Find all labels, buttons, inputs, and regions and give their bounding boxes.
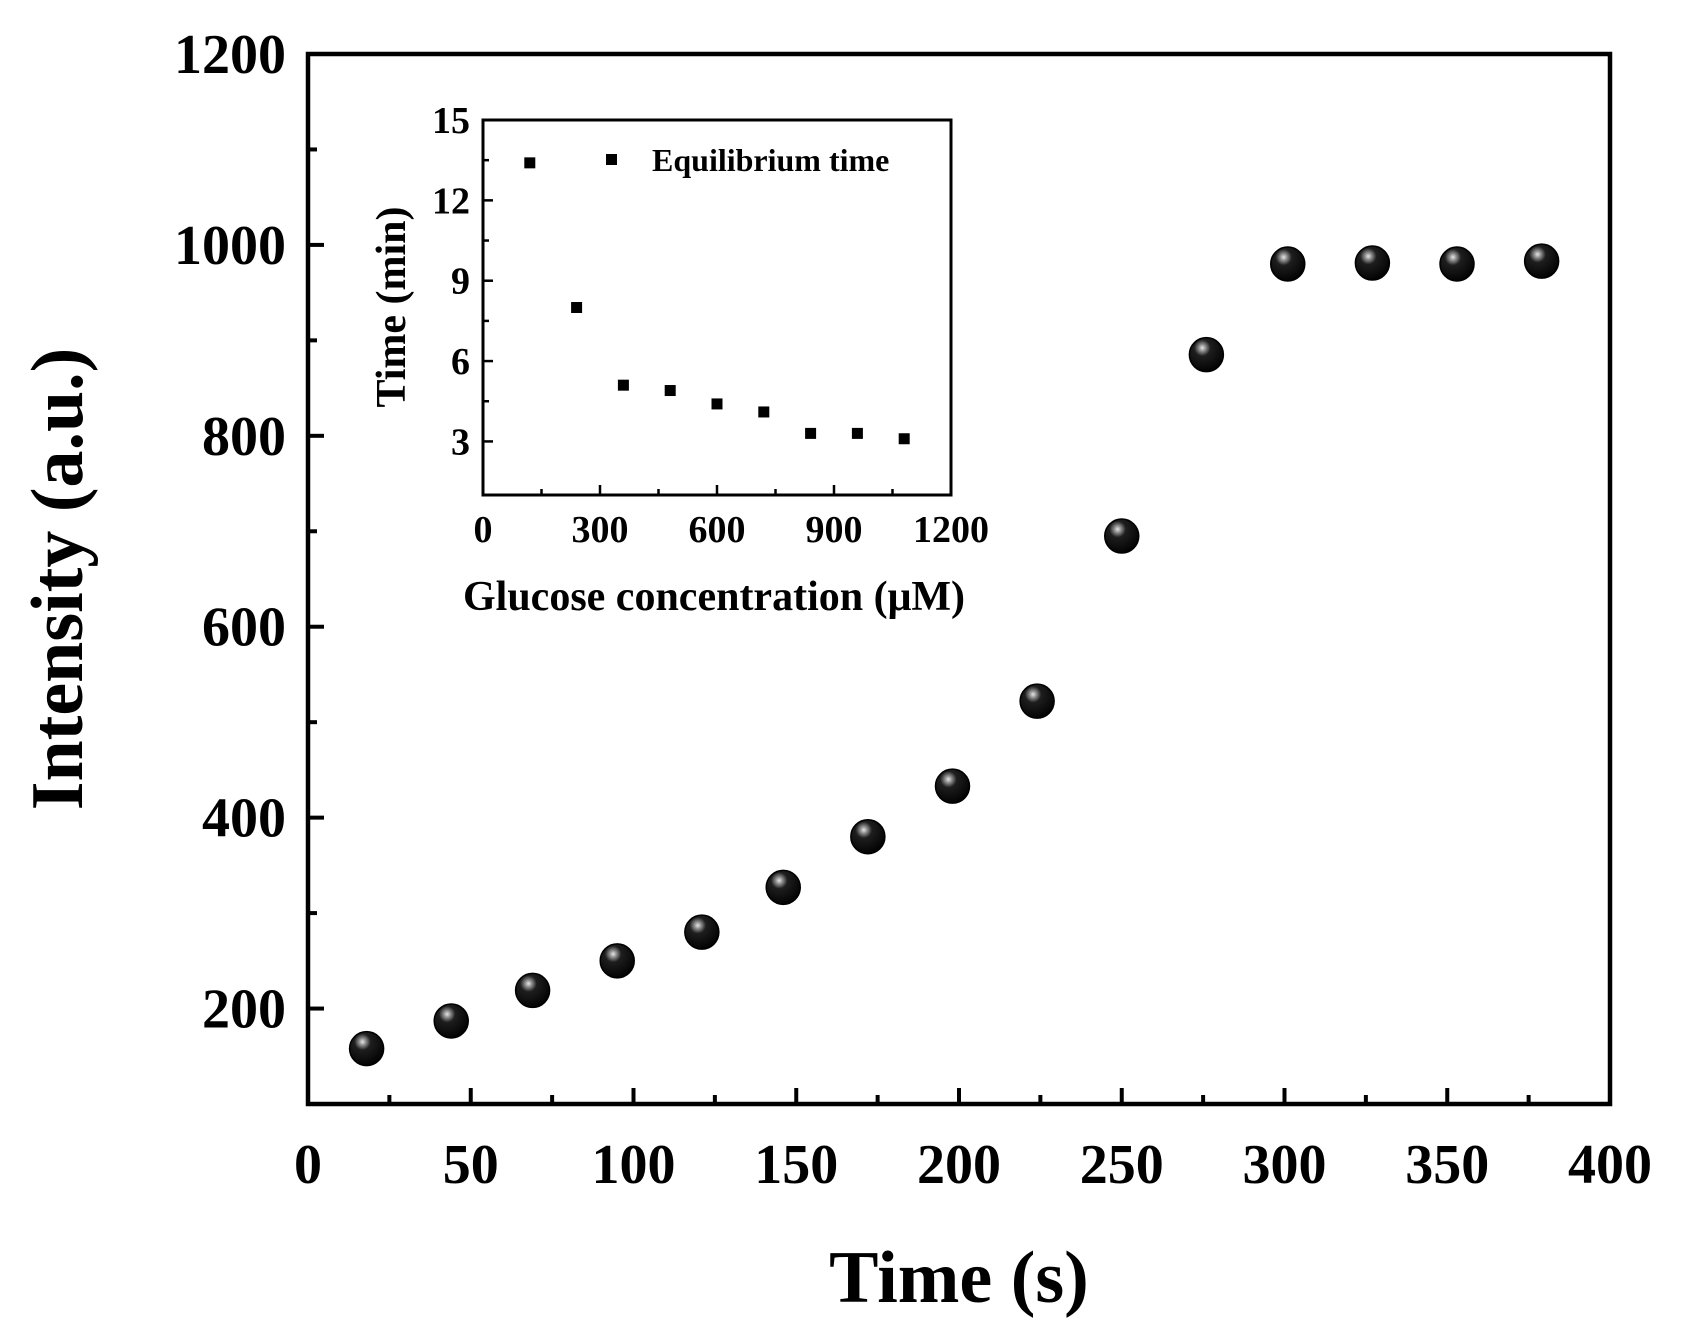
inset-y-axis-title: Time (min) bbox=[369, 206, 415, 407]
inset-axis-ticks bbox=[481, 118, 953, 495]
data-point bbox=[433, 1003, 469, 1039]
x-tick-label: 100 bbox=[592, 1134, 676, 1196]
data-point bbox=[1104, 518, 1140, 554]
inset-data-point bbox=[758, 406, 770, 418]
inset-y-tick-label: 12 bbox=[432, 180, 470, 222]
x-tick-label: 200 bbox=[917, 1134, 1001, 1196]
data-point bbox=[1270, 246, 1306, 282]
y-tick-label: 800 bbox=[202, 406, 286, 468]
main-y-axis-title: Intensity (a.u.) bbox=[17, 348, 99, 811]
main-x-axis-title: Time (s) bbox=[829, 1237, 1089, 1319]
x-tick-label: 150 bbox=[754, 1134, 838, 1196]
inset-data-point bbox=[805, 427, 817, 439]
data-point bbox=[934, 768, 971, 804]
y-tick-label: 1000 bbox=[174, 215, 286, 277]
data-point bbox=[514, 972, 551, 1009]
x-tick-label: 250 bbox=[1080, 1134, 1164, 1196]
data-point bbox=[850, 818, 886, 855]
x-tick-label: 400 bbox=[1568, 1134, 1652, 1196]
x-tick-label: 300 bbox=[1243, 1134, 1327, 1196]
main-data-points bbox=[348, 243, 1560, 1067]
data-point bbox=[599, 943, 635, 979]
inset-data-points bbox=[524, 157, 910, 445]
x-tick-label: 50 bbox=[443, 1134, 499, 1196]
inset-chart: 0 300 600 900 1200 3 6 9 12 15 Glucose concentrat… bbox=[369, 100, 989, 620]
inset-data-point bbox=[711, 398, 723, 410]
data-point bbox=[1019, 683, 1055, 719]
inset-y-tick-label: 9 bbox=[451, 261, 470, 303]
inset-data-point bbox=[524, 157, 536, 169]
inset-data-point bbox=[571, 302, 583, 313]
inset-legend: Equilibrium time bbox=[606, 142, 889, 178]
data-point bbox=[765, 869, 801, 906]
inset-y-tick-label: 3 bbox=[451, 421, 470, 463]
data-point bbox=[684, 914, 720, 950]
main-axis-ticks bbox=[306, 52, 1612, 1104]
inset-data-point bbox=[851, 427, 863, 439]
data-point bbox=[1188, 336, 1225, 373]
inset-data-point bbox=[898, 433, 910, 445]
data-point bbox=[1439, 246, 1475, 282]
data-point bbox=[1523, 243, 1560, 279]
inset-x-tick-label: 300 bbox=[572, 509, 629, 551]
y-tick-label: 600 bbox=[202, 597, 286, 659]
inset-x-axis-title: Glucose concentration (μM) bbox=[463, 574, 965, 620]
inset-x-tick-label: 600 bbox=[689, 509, 746, 551]
y-tick-label: 1200 bbox=[174, 24, 286, 86]
inset-y-tick-label: 6 bbox=[451, 341, 470, 383]
inset-x-tick-label: 1200 bbox=[913, 509, 989, 551]
inset-data-point bbox=[617, 379, 629, 391]
inset-data-point bbox=[664, 385, 676, 397]
y-tick-label: 200 bbox=[202, 979, 286, 1041]
inset-y-tick-label: 15 bbox=[432, 100, 470, 142]
x-tick-label: 350 bbox=[1405, 1134, 1489, 1196]
x-tick-label: 0 bbox=[294, 1134, 322, 1196]
inset-tick-labels: 0 300 600 900 1200 3 6 9 12 15 bbox=[432, 100, 989, 551]
data-point bbox=[1354, 245, 1391, 281]
legend-label: Equilibrium time bbox=[652, 142, 889, 178]
legend-marker bbox=[606, 154, 617, 165]
inset-x-tick-label: 0 bbox=[474, 509, 493, 551]
inset-x-tick-label: 900 bbox=[806, 509, 863, 551]
data-point bbox=[348, 1030, 385, 1067]
main-tick-labels: 0 50 100 150 200 250 300 350 4002004006008001000… bbox=[174, 24, 1652, 1196]
y-tick-label: 400 bbox=[202, 788, 286, 850]
